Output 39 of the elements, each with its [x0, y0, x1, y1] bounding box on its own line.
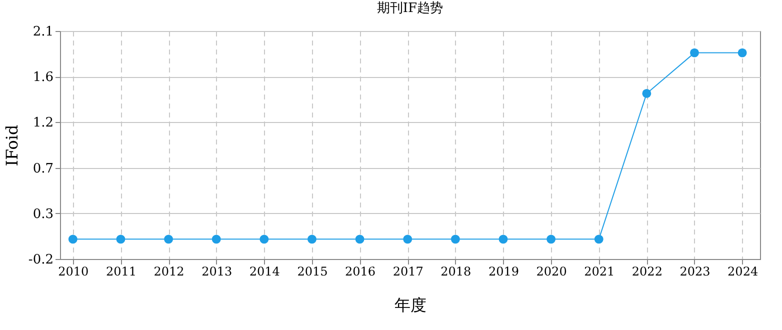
y-tick-label: 0.3 [32, 206, 54, 222]
x-tick-label: 2010 [58, 264, 89, 278]
point [498, 234, 508, 244]
y-tick-label: 2.1 [32, 24, 54, 40]
point [594, 234, 604, 244]
y-tick-label: 1.2 [32, 116, 54, 131]
point [642, 88, 652, 98]
x-tick-label: 2016 [345, 264, 376, 278]
point [450, 234, 460, 244]
x-tick-label: 2012 [154, 264, 184, 278]
x-tick-label: 2022 [632, 264, 662, 278]
point [738, 48, 747, 58]
x-tick-label: 2024 [728, 264, 758, 278]
x-tick-label: 2017 [392, 264, 424, 278]
point [355, 234, 364, 244]
x-tick-label: 2014 [249, 264, 280, 278]
y-tick-label: 0.7 [32, 161, 54, 176]
point [68, 234, 78, 244]
x-tick-label: 2019 [488, 264, 520, 278]
point [164, 234, 174, 244]
x-tick-label: 2018 [440, 264, 472, 278]
x-tick-label: 2015 [297, 264, 328, 278]
y-tick-label: -0.2 [28, 252, 54, 268]
y-axis-title: IFoid [2, 124, 22, 166]
point [403, 234, 412, 244]
point [260, 234, 269, 244]
x-tick-label: 2011 [106, 264, 136, 278]
x-tick-label: 2021 [584, 264, 615, 278]
x-axis-title: 年度 [394, 296, 426, 314]
point [116, 234, 126, 244]
x-tick-label: 2013 [202, 264, 232, 278]
point [690, 48, 699, 58]
point [546, 234, 556, 244]
point [212, 234, 221, 244]
y-tick-label: 1.6 [32, 70, 54, 86]
point [308, 234, 316, 244]
x-tick-label: 2020 [536, 264, 567, 278]
x-tick-label: 2023 [680, 264, 710, 278]
chart-title: 期刊IF趋势 [376, 1, 444, 16]
